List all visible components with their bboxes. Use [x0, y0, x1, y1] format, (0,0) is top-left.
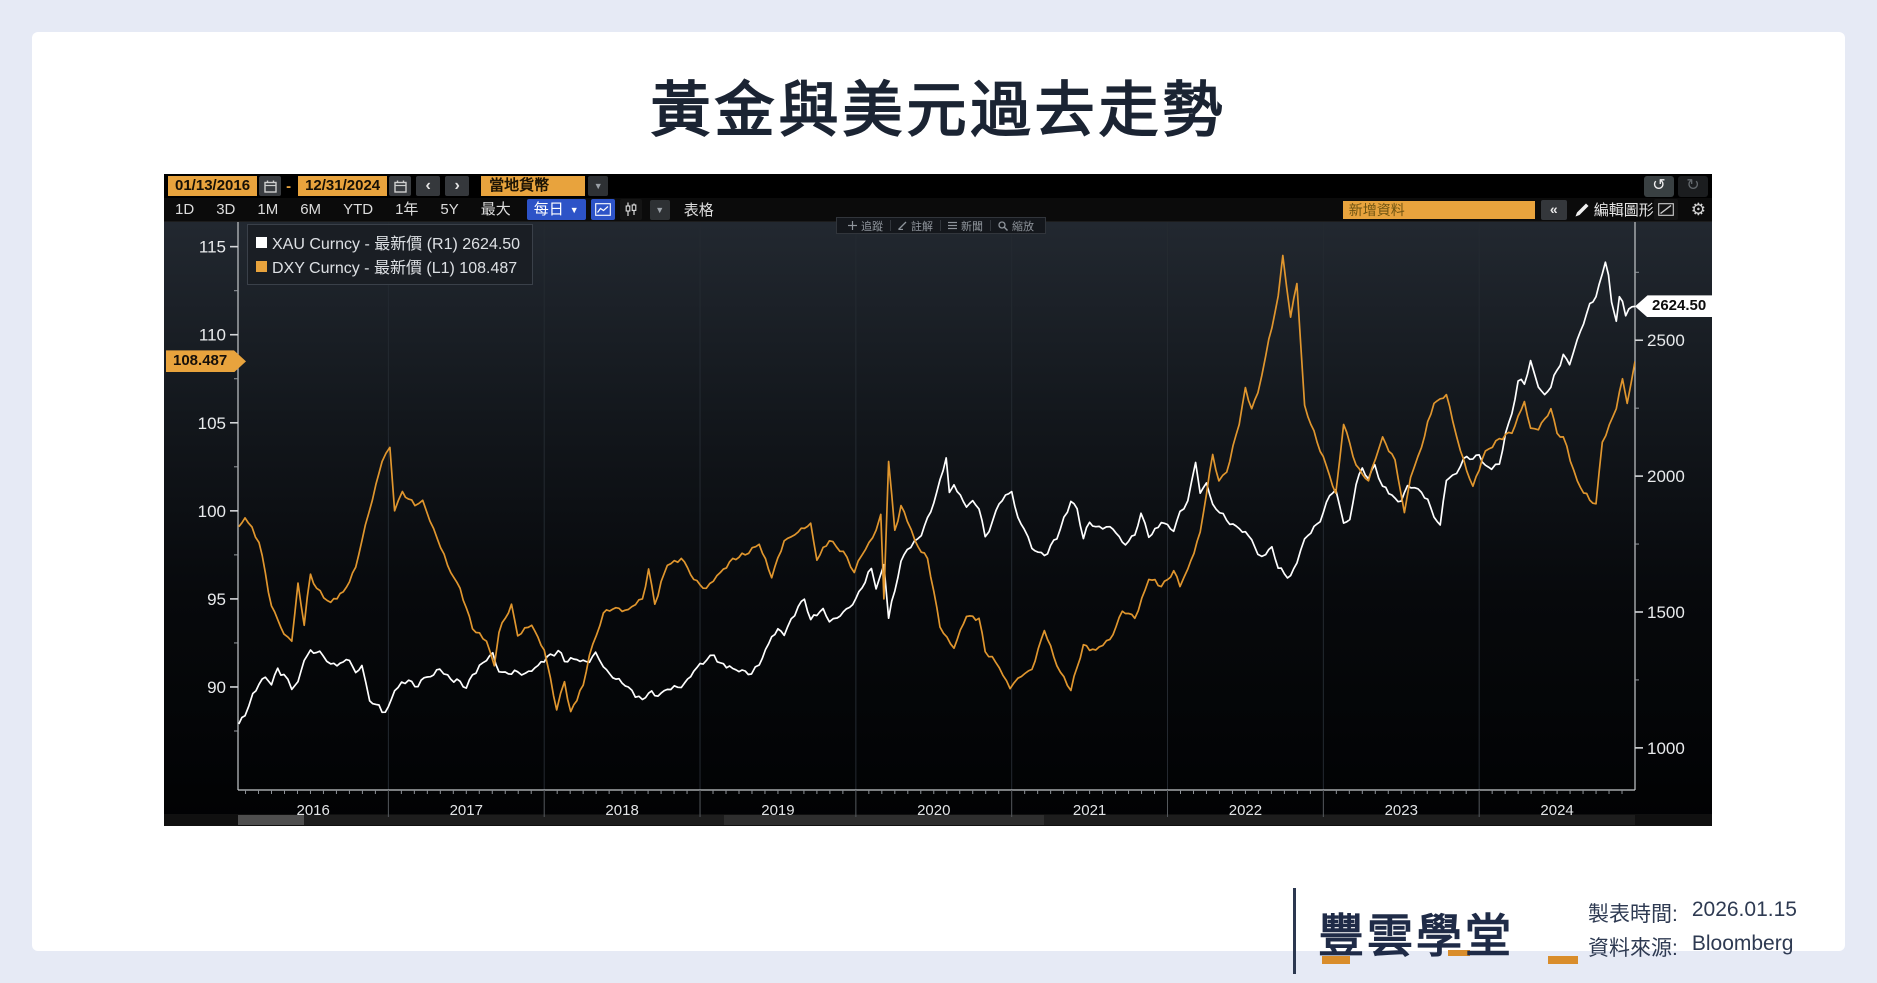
x-axis-year-label: 2016 [296, 802, 329, 819]
made-time-label: 製表時間: [1588, 903, 1678, 926]
xau-legend-label: XAU Curncy - 最新價 (R1) 2624.50 [272, 236, 521, 253]
end-date-field[interactable]: 12/31/2024 [298, 176, 388, 196]
chart-mini-toolbar: 追蹤 註解 新聞 縮放 [836, 217, 1046, 234]
calendar-icon [263, 180, 277, 193]
undo-button[interactable]: ↺ [1644, 175, 1674, 197]
annotate-tool[interactable]: 註解 [891, 218, 940, 234]
x-axis-year-label: 2023 [1385, 802, 1418, 819]
footer-divider [1293, 888, 1296, 974]
x-axis-year-label: 2021 [1073, 802, 1106, 819]
range-button-max[interactable]: 最大 [480, 200, 511, 218]
collapse-panel-button[interactable]: « [1540, 199, 1567, 220]
footer: 豐雲學堂 製表時間: 2026.01.15 資料來源: Bloomberg [32, 852, 1845, 974]
settings-gear-icon[interactable]: ⚙ [1690, 199, 1706, 219]
chart-legend: XAU Curncy - 最新價 (R1) 2624.50 DXY Curncy… [247, 224, 534, 285]
x-axis-year-label: 2019 [761, 802, 794, 819]
news-icon [948, 221, 957, 230]
next-period-button[interactable]: › [445, 176, 470, 196]
xau-legend-swatch [256, 236, 267, 248]
add-data-input[interactable] [1342, 200, 1535, 219]
logo-accent [1322, 956, 1350, 964]
right-axis-tick-label: 2500 [1647, 331, 1685, 350]
content-card: 黃金與美元過去走勢 01/13/2016 - 12/31/2024 ‹ › 當地… [32, 32, 1845, 974]
calendar-icon [393, 180, 407, 193]
start-calendar-button[interactable] [259, 176, 282, 196]
candlestick-icon [625, 202, 637, 216]
source-label: 資料來源: [1588, 937, 1678, 960]
source-value: Bloomberg [1691, 932, 1794, 955]
right-axis-tick-label: 1000 [1647, 739, 1685, 758]
x-axis-year-label: 2017 [450, 802, 483, 819]
logo-accent [1448, 950, 1470, 956]
dxy-last-value-badge: 108.487 [166, 350, 246, 373]
range-button-1y[interactable]: 1年 [395, 200, 419, 218]
line-chart-type-button[interactable] [590, 199, 615, 220]
track-tool[interactable]: 追蹤 [841, 218, 890, 234]
dxy-legend-swatch [256, 260, 267, 272]
page-title: 黃金與美元過去走勢 [650, 77, 1227, 144]
pencil-icon [1575, 203, 1589, 216]
divider [990, 220, 991, 231]
range-button-5y[interactable]: 5Y [440, 200, 459, 218]
made-time-value: 2026.01.15 [1691, 898, 1797, 921]
brand-logo: 豐雲學堂 [1318, 910, 1514, 962]
right-axis-tick-label: 2000 [1647, 467, 1685, 486]
edit-chart-label: 編輯圖形 [1593, 202, 1654, 219]
candlestick-chart-type-button[interactable] [619, 199, 642, 220]
range-button-3d[interactable]: 3D [216, 200, 236, 218]
series-xau-line [238, 261, 1635, 725]
x-axis-year-label: 2022 [1229, 802, 1262, 819]
x-axis-year-label: 2024 [1540, 802, 1573, 819]
right-axis-tick-label: 1500 [1647, 603, 1685, 622]
series-dxy-line [238, 254, 1635, 713]
edit-chart-button[interactable]: 編輯圖形 [1575, 199, 1654, 220]
xau-last-value-badge: 2624.50 [1635, 295, 1731, 318]
legend-item-dxy[interactable]: DXY Curncy - 最新價 (L1) 108.487 [256, 254, 520, 278]
left-axis-tick-label: 90 [207, 678, 226, 697]
bloomberg-chart: 01/13/2016 - 12/31/2024 ‹ › 當地貨幣 ▼ ↺ ↻ [164, 174, 1731, 826]
left-axis-tick-label: 105 [198, 414, 226, 433]
range-button-1d[interactable]: 1D [175, 200, 195, 218]
divider [890, 220, 891, 231]
chart-toolbar-dates: 01/13/2016 - 12/31/2024 ‹ › 當地貨幣 ▼ ↺ ↻ [164, 174, 1712, 198]
zoom-tool[interactable]: 縮放 [991, 218, 1041, 234]
range-button-6m[interactable]: 6M [300, 200, 322, 218]
start-date-field[interactable]: 01/13/2016 [168, 176, 258, 196]
end-calendar-button[interactable] [389, 176, 412, 196]
left-axis-tick-label: 100 [198, 502, 226, 521]
x-axis-year-label: 2020 [917, 802, 950, 819]
left-axis-tick-label: 110 [199, 326, 226, 345]
annotate-icon [898, 221, 907, 230]
range-button-ytd[interactable]: YTD [343, 200, 374, 218]
chart-toolbar-ranges: 1D 3D 1M 6M YTD 1年 5Y 最大 每日 ▼ ▼ [164, 198, 1712, 222]
left-axis-tick-label: 115 [199, 238, 226, 257]
period-label: 每日 [533, 200, 564, 218]
redo-button[interactable]: ↻ [1678, 175, 1708, 197]
magnifier-icon [998, 220, 1008, 231]
crosshair-icon [848, 221, 857, 230]
currency-select[interactable]: 當地貨幣 [481, 176, 586, 196]
period-select[interactable]: 每日 ▼ [526, 199, 586, 220]
left-axis-tick-label: 95 [207, 590, 226, 609]
legend-item-xau[interactable]: XAU Curncy - 最新價 (R1) 2624.50 [256, 230, 520, 254]
chart-type-caret-button[interactable]: ▼ [649, 199, 670, 220]
annotate-chart-icon [1657, 203, 1674, 216]
news-tool[interactable]: 新聞 [941, 218, 990, 234]
x-axis-year-label: 2018 [605, 802, 638, 819]
date-separator: - [286, 177, 292, 195]
currency-caret-button[interactable]: ▼ [588, 176, 609, 196]
table-view-button[interactable]: 表格 [683, 202, 714, 219]
chart-plot-area[interactable]: 90 95 100 105 110 115 1000 1500 2000 2500 2016 2017… [164, 217, 1731, 826]
prev-period-button[interactable]: ‹ [416, 176, 441, 196]
annotate-chart-button[interactable] [1653, 199, 1678, 220]
footer-meta: 製表時間: 2026.01.15 資料來源: Bloomberg [1588, 898, 1797, 962]
line-chart-icon [594, 203, 611, 216]
chevron-down-icon: ▼ [569, 204, 579, 215]
chart-canvas: 90 95 100 105 110 115 1000 1500 2000 2500 2016 2017… [164, 222, 1712, 826]
range-button-1m[interactable]: 1M [257, 200, 279, 218]
dxy-legend-label: DXY Curncy - 最新價 (L1) 108.487 [272, 260, 518, 277]
divider [940, 220, 941, 231]
logo-accent [1548, 956, 1578, 964]
